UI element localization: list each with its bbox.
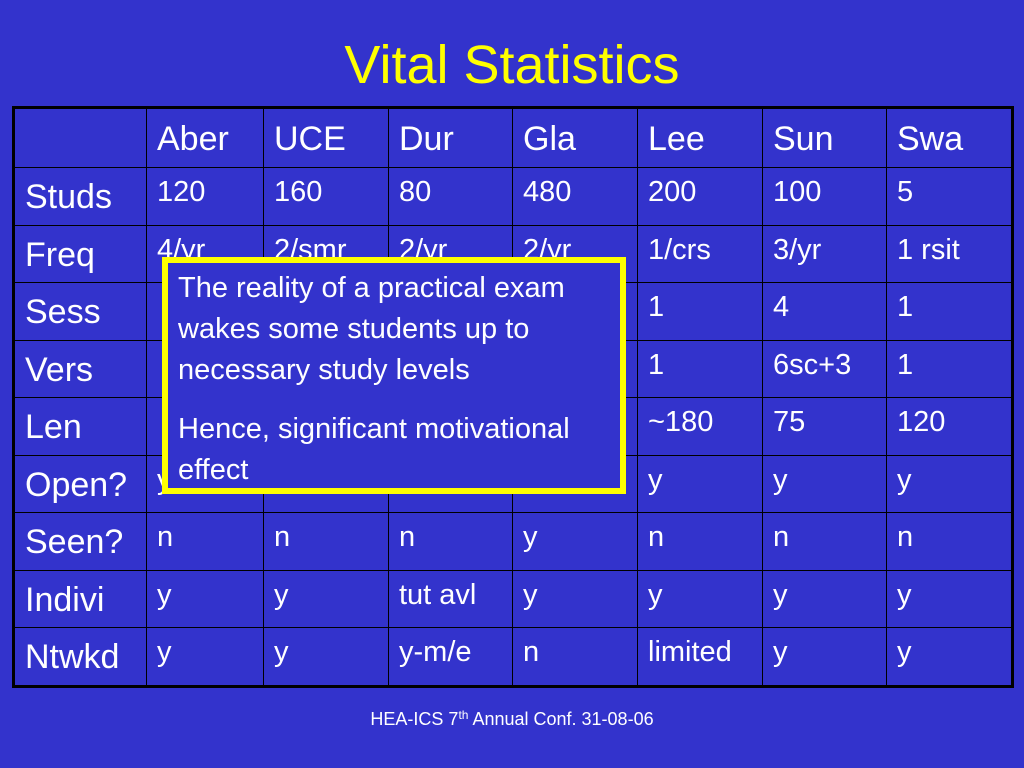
table-cell: 1 — [637, 339, 763, 399]
table-cell: n — [388, 512, 513, 571]
footer-suffix: Annual Conf. 31-08-06 — [468, 709, 654, 729]
table-row: Studs 120 160 80 480 200 100 5 — [13, 167, 1013, 226]
table-cell: y — [512, 512, 638, 571]
table-cell: y — [263, 627, 389, 687]
table-cell: 5 — [886, 167, 1013, 226]
slide-footer: HEA-ICS 7th Annual Conf. 31-08-06 — [0, 708, 1024, 730]
table-cell: 6sc+3 — [762, 339, 887, 399]
table-cell: y — [637, 569, 763, 629]
table-cell: 100 — [762, 167, 887, 226]
row-label: Freq — [13, 224, 147, 284]
column-header: Swa — [886, 107, 1013, 168]
table-cell: y — [886, 569, 1013, 629]
table-cell: y — [762, 454, 887, 514]
column-header: UCE — [263, 107, 389, 168]
table-cell: y — [637, 454, 763, 514]
table-cell: 3/yr — [762, 224, 887, 284]
row-label: Len — [13, 397, 147, 456]
table-cell: n — [886, 512, 1013, 571]
table-cell: 200 — [637, 167, 763, 226]
table-cell: 1 rsit — [886, 224, 1013, 284]
table-cell: 1 — [637, 282, 763, 341]
table-cell: n — [762, 512, 887, 571]
table-cell: 1 — [886, 282, 1013, 341]
table-cell: y-m/e — [388, 627, 513, 687]
table-cell: tut avl — [388, 569, 513, 629]
row-label: Vers — [13, 339, 147, 399]
table-cell: n — [146, 512, 264, 571]
table-header-row: Aber UCE Dur Gla Lee Sun Swa — [13, 107, 1013, 168]
row-label: Sess — [13, 282, 147, 341]
table-cell: y — [886, 627, 1013, 687]
row-label: Studs — [13, 167, 147, 226]
table-cell: y — [886, 454, 1013, 514]
table-row: Seen? n n n y n n n — [13, 512, 1013, 571]
table-cell: y — [263, 569, 389, 629]
table-cell: y — [146, 569, 264, 629]
table-cell: y — [512, 569, 638, 629]
table-cell: limited — [637, 627, 763, 687]
column-header: Sun — [762, 107, 887, 168]
table-row: Ntwkd y y y-m/e n limited y y — [13, 627, 1013, 687]
table-cell: y — [762, 627, 887, 687]
footer-superscript: th — [458, 708, 469, 722]
column-header: Aber — [146, 107, 264, 168]
table-cell: y — [146, 627, 264, 687]
table-cell: n — [512, 627, 638, 687]
table-cell: 120 — [146, 167, 264, 226]
table-cell: n — [263, 512, 389, 571]
table-cell: y — [762, 569, 887, 629]
table-cell: 75 — [762, 397, 887, 456]
table-cell: 1/crs — [637, 224, 763, 284]
column-header — [13, 107, 147, 168]
column-header: Gla — [512, 107, 638, 168]
table-cell: 4 — [762, 282, 887, 341]
table-cell: 1 — [886, 339, 1013, 399]
column-header: Lee — [637, 107, 763, 168]
table-cell: 120 — [886, 397, 1013, 456]
table-cell: ~180 — [637, 397, 763, 456]
callout-box: The reality of a practical exam wakes so… — [162, 257, 626, 494]
row-label: Seen? — [13, 512, 147, 571]
table-cell: 480 — [512, 167, 638, 226]
callout-paragraph: The reality of a practical exam wakes so… — [178, 272, 565, 386]
callout-paragraph: Hence, significant motivational effect — [178, 413, 570, 486]
footer-prefix: HEA-ICS 7 — [370, 709, 459, 729]
table-cell: 80 — [388, 167, 513, 226]
row-label: Open? — [13, 454, 147, 514]
table-row: Indivi y y tut avl y y y y — [13, 569, 1013, 629]
slide-title: Vital Statistics — [344, 35, 680, 95]
table-cell: n — [637, 512, 763, 571]
column-header: Dur — [388, 107, 513, 168]
row-label: Indivi — [13, 569, 147, 629]
table-cell: 160 — [263, 167, 389, 226]
row-label: Ntwkd — [13, 627, 147, 687]
